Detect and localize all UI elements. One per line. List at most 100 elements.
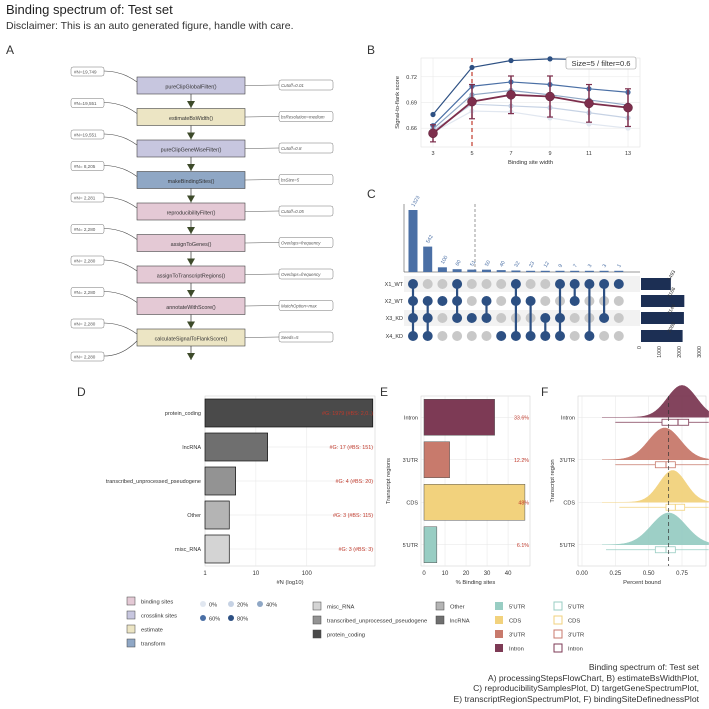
flow-count-arrow [103, 291, 138, 303]
caption-line: Binding spectrum of: Test set [588, 662, 699, 672]
flow-arrow-head [187, 227, 195, 234]
legend-swatch [553, 615, 563, 625]
legend-swatch [495, 602, 503, 610]
legend-swatch [495, 630, 503, 638]
legend-swatch [312, 629, 322, 639]
x-tick-label: 0.50 [643, 571, 655, 577]
gene-type-bar [204, 466, 236, 496]
bar-value-label: 6.1% [517, 543, 529, 549]
legend-swatch [312, 615, 322, 625]
legend-label: Intron [509, 647, 524, 653]
legend-swatch [126, 638, 136, 648]
flow-param-label: bsSize=5 [281, 178, 300, 183]
matrix-dot [613, 279, 624, 289]
data-point [469, 64, 475, 71]
x-axis-label: #N (log10) [276, 580, 303, 586]
set-size-label: 1493 [667, 269, 678, 282]
flow-count-arrow [103, 165, 138, 177]
region-bar [423, 441, 450, 478]
x-tick-label: 10 [442, 571, 449, 577]
gene-type-bar [204, 432, 268, 462]
flow-param-label: Cutoff=0.8 [281, 146, 302, 151]
flow-count-label: #N=19,749 [74, 70, 97, 75]
intersection-count-label: 23 [528, 261, 536, 269]
matrix-dot [422, 279, 433, 289]
bar-value-label: #G: 3 (#BS: 115) [333, 513, 373, 519]
series-line [432, 110, 629, 133]
intersection-count-label: 60 [455, 259, 463, 267]
matrix-dot [613, 313, 624, 323]
matrix-dot [437, 296, 448, 306]
data-point [623, 102, 633, 113]
set-size-bar [641, 330, 683, 342]
legend-label: CDS [568, 619, 580, 625]
matrix-dot [452, 331, 463, 341]
flow-count-arrow [103, 102, 138, 114]
legend-dot [200, 615, 206, 621]
x-tick-label: 9 [548, 151, 551, 157]
legend-label: misc_RNA [327, 605, 355, 611]
flow-step-label: reproducibilityFilter() [167, 211, 216, 217]
density-curve [601, 427, 709, 460]
matrix-dot [466, 313, 477, 323]
flow-count-label: #N= 8,205 [74, 164, 96, 169]
flow-arrow-head [187, 258, 195, 266]
legend-label: transcribed_unprocessed_pseudogene [327, 619, 427, 625]
bar-value-label: #G: 4 (#BS: 20) [336, 479, 374, 485]
category-label: transcribed_unprocessed_pseudogene [106, 479, 201, 485]
series-line [432, 89, 629, 130]
category-label: CDS [406, 500, 418, 506]
legend-label: 60% [209, 617, 220, 623]
category-label: 3'UTR [560, 458, 575, 464]
set-size-bar [641, 278, 671, 290]
legend-swatch [435, 615, 445, 625]
panel-letter: F [541, 385, 548, 399]
legend-label: binding sites [141, 600, 173, 606]
legend-label: protein_coding [327, 633, 365, 639]
density-curve [602, 385, 709, 418]
panel-letter: A [6, 43, 14, 57]
legend-swatch [126, 624, 136, 634]
series-line [432, 93, 629, 135]
intersection-count-label: 1 [616, 263, 623, 269]
flow-count-box [70, 66, 105, 77]
intersection-count-label: 3 [587, 263, 594, 269]
matrix-dot [481, 279, 492, 289]
matrix-dot [496, 296, 507, 306]
matrix-dot [599, 331, 610, 341]
bar-value-label: #G: 17 (#BS: 151) [330, 445, 374, 451]
legend-swatch [553, 629, 563, 639]
legend-label: 5'UTR [568, 605, 584, 611]
matrix-dot [569, 331, 580, 341]
legend-label: Intron [568, 647, 583, 653]
flow-step-label: pureClipGeneWiseFilter() [161, 148, 222, 154]
flow-count-box [70, 224, 105, 234]
legend-dot [228, 601, 234, 607]
flow-arrow-head [187, 290, 195, 297]
data-point [584, 98, 594, 109]
matrix-dot [613, 331, 624, 341]
category-label: CDS [563, 500, 575, 506]
flow-param-connector [244, 147, 280, 149]
matrix-dot [496, 279, 507, 289]
set-size-tick: 2000 [677, 346, 683, 358]
category-label: Intron [404, 415, 418, 421]
legend-swatch [553, 601, 563, 611]
matrix-dot [437, 279, 448, 289]
flow-count-arrow [103, 70, 138, 83]
bar-value-label: 33.6% [514, 415, 529, 421]
intersection-bar [511, 270, 521, 272]
intersection-bar [570, 270, 580, 272]
intersection-bar [555, 270, 565, 272]
intersection-count-label: 51 [469, 260, 477, 268]
flow-step-label: calculateSignalToFlankScore() [155, 337, 228, 343]
flow-step-label: assignToTranscriptRegions() [157, 274, 226, 280]
intersection-bar [452, 269, 462, 272]
figure-title: Binding spectrum of: Test set [6, 2, 173, 17]
set-size-label: 2146 [667, 303, 678, 316]
x-tick-label: 3 [431, 151, 434, 157]
intersection-count-label: 1323 [411, 195, 422, 208]
series-line [432, 81, 629, 127]
legend-swatch [312, 601, 322, 611]
